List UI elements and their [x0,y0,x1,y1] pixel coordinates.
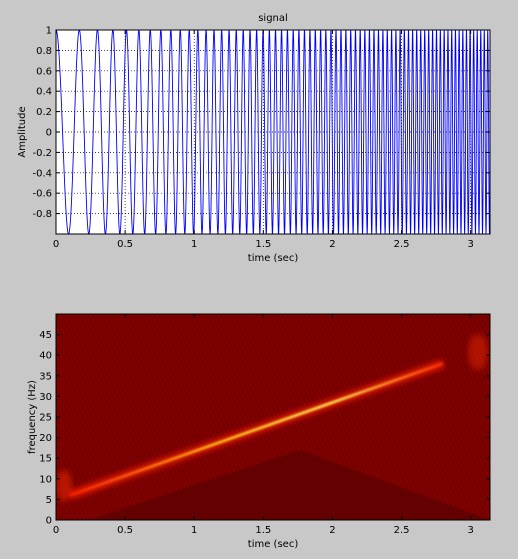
spectrogram-ridge-group [68,359,445,500]
signal-line [56,30,490,234]
signal-y-tick-label: -0.6 [32,189,52,200]
spectrogram-x-tick-label: 3 [467,525,473,536]
signal-y-tick-label: 1 [46,26,52,37]
signal-y-tick-label: 0.4 [36,87,52,98]
signal-y-tick-label: 0.8 [36,46,52,57]
signal-y-tick-label: -0.2 [32,148,52,159]
signal-x-tick-label: 2.5 [394,239,410,250]
signal-title: signal [258,13,288,24]
spectrogram-y-ticks: 0 5 10 15 20 25 30 35 40 45 [39,330,490,527]
spectrogram-interference-texture [56,314,490,520]
signal-y-tick-label: -0.4 [32,168,52,179]
spectrogram-x-tick-label: 1 [191,525,197,536]
signal-x-tick-label: 3 [467,239,473,250]
signal-y-tick-label: -0.8 [32,209,52,220]
signal-y-tick-label: 0 [46,128,52,139]
signal-axes: 0 0.5 1 1.5 2 2.5 3 -0.8 -0.6 -0.4 -0.2 0 0.2 0.4 0.6… [17,13,491,264]
spectrogram-edge-spot-left [56,470,72,502]
signal-x-label: time (sec) [248,253,299,264]
spectrogram-axes: 0 0.5 1 1.5 2 2.5 3 0 5 10 15 20 25 30 35 40 45 time (s… [27,313,491,550]
spectrogram-y-tick-label: 30 [39,392,52,403]
spectrogram-y-tick-label: 25 [39,413,52,424]
signal-y-label: Amplitude [17,106,28,157]
spectrogram-edge-spot-right [468,334,488,370]
spectrogram-y-tick-label: 20 [39,433,52,444]
spectrogram-x-ticks: 0 0.5 1 1.5 2 2.5 3 [53,314,474,536]
spectrogram-x-tick-label: 0.5 [117,525,133,536]
spectrogram-y-tick-label: 15 [39,454,52,465]
spectrogram-x-tick-label: 2 [329,525,335,536]
signal-x-tick-label: 1 [191,239,197,250]
spectrogram-ridge [69,362,444,497]
spectrogram-x-label: time (sec) [248,539,299,550]
signal-x-tick-label: 0 [53,239,59,250]
spectrogram-x-tick-label: 0 [53,525,59,536]
spectrogram-y-tick-label: 40 [39,351,52,362]
spectrogram-y-tick-label: 0 [46,516,52,527]
spectrogram-y-tick-label: 10 [39,474,52,485]
spectrogram-y-tick-label: 5 [46,495,52,506]
signal-x-tick-label: 0.5 [117,239,133,250]
signal-y-ticks: -0.8 -0.6 -0.4 -0.2 0 0.2 0.4 0.6 0.8 1 [32,26,490,220]
signal-x-ticks: 0 0.5 1 1.5 2 2.5 3 [53,30,474,250]
spectrogram-y-label: frequency (Hz) [27,380,38,454]
signal-y-tick-label: 0.6 [36,66,52,77]
spectrogram-interference-region [90,450,490,520]
signal-y-tick-label: 0.2 [36,107,52,118]
signal-x-tick-label: 1.5 [255,239,271,250]
signal-x-tick-label: 2 [329,239,335,250]
spectrogram-x-tick-label: 1.5 [255,525,271,536]
spectrogram-y-tick-label: 45 [39,330,52,341]
spectrogram-x-tick-label: 2.5 [394,525,410,536]
spectrogram-y-tick-label: 35 [39,371,52,382]
